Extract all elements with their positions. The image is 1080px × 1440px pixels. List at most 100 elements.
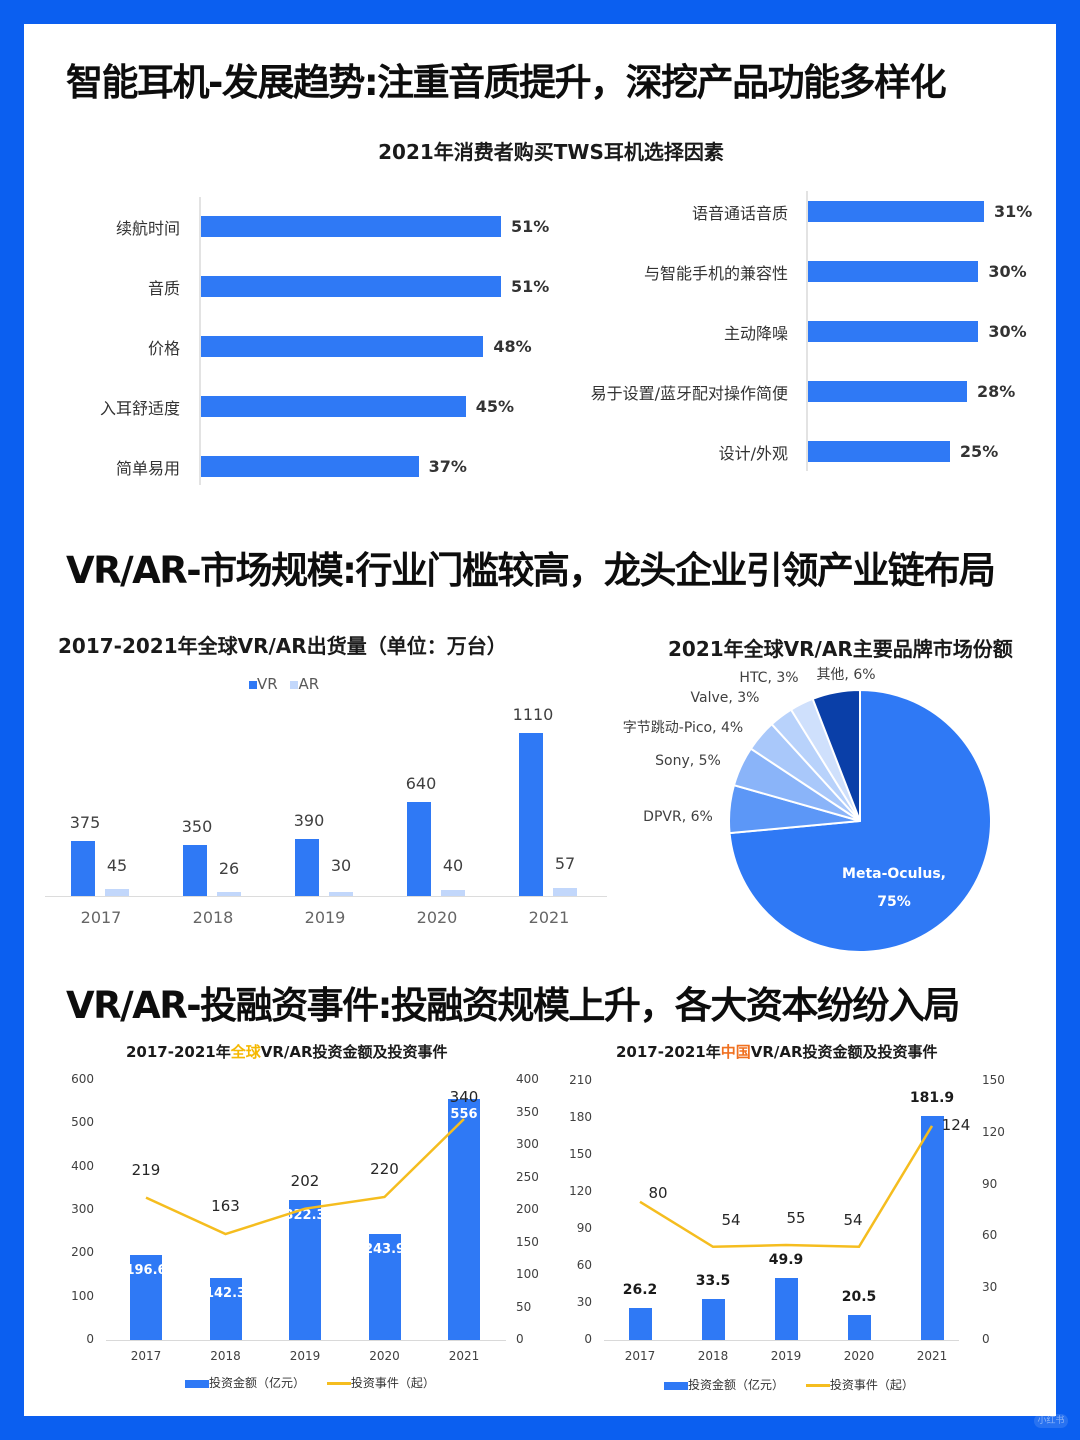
invest-event-label: 124	[941, 1115, 971, 1134]
ar-bar	[553, 887, 577, 896]
tws-bar	[201, 216, 501, 237]
year-label: 2017	[130, 1349, 162, 1363]
legend-line-label: 投资事件（起）	[350, 1376, 435, 1390]
year-label: 2021	[528, 908, 570, 927]
right-axis-tick: 90	[982, 1176, 998, 1191]
tws-left-axis	[199, 197, 201, 485]
invest-event-label: 220	[370, 1160, 399, 1178]
tws-value-label: 30%	[988, 262, 1027, 281]
pie-slice-label: Meta-Oculus, 75%	[842, 866, 946, 910]
vr-bar	[183, 844, 207, 896]
right-axis-tick: 200	[516, 1202, 539, 1216]
left-axis-tick: 0	[584, 1332, 592, 1346]
right-axis-tick: 300	[516, 1137, 539, 1151]
tws-bar	[201, 336, 484, 357]
vr-bar	[71, 840, 95, 896]
left-axis-tick: 200	[71, 1245, 94, 1260]
left-axis-tick: 150	[569, 1147, 592, 1161]
invest-amount-label: 556	[450, 1107, 478, 1123]
year-label: 2018	[210, 1349, 241, 1363]
pie-slice-label: Valve, 3%	[690, 690, 760, 706]
tws-value-label: 48%	[493, 337, 532, 356]
legend-bar-swatch	[185, 1379, 209, 1388]
tws-category-label: 入耳舒适度	[99, 399, 180, 418]
year-label: 2021	[916, 1349, 948, 1363]
invest-event-label: 202	[290, 1171, 320, 1190]
right-axis-tick: 50	[516, 1299, 532, 1314]
legend-line-label: 投资事件（起）	[829, 1378, 914, 1392]
tws-bar	[808, 321, 979, 342]
ar-bar	[329, 891, 353, 896]
right-axis-tick: 0	[516, 1332, 524, 1346]
invest-amount-bar	[130, 1254, 162, 1340]
right-axis-tick: 150	[516, 1234, 539, 1249]
tws-value-label: 51%	[511, 277, 550, 296]
left-axis-tick: 210	[569, 1073, 592, 1087]
invest-amount-bar	[368, 1234, 401, 1340]
shipments-chart-title: 2017-2021年全球VR/AR出货量（单位：万台）	[58, 634, 507, 658]
right-axis-tick: 350	[516, 1104, 539, 1119]
year-label: 2019	[304, 908, 346, 927]
tws-value-label: 31%	[994, 202, 1033, 221]
title-highlight: 全球	[230, 1043, 261, 1061]
tws-category-label: 简单易用	[115, 459, 180, 478]
vr-bar	[407, 802, 431, 896]
ar-bar	[217, 892, 241, 896]
invest-amount-label: 20.5	[841, 1288, 877, 1305]
left-axis-tick: 300	[71, 1202, 94, 1216]
left-axis-tick: 60	[576, 1258, 592, 1272]
year-label: 2019	[770, 1349, 802, 1363]
tws-value-label: 45%	[475, 397, 514, 416]
vr-bar	[295, 838, 319, 896]
year-label: 2020	[416, 908, 458, 927]
legend-line-swatch	[326, 1382, 351, 1385]
tws-value-label: 25%	[959, 442, 999, 461]
tws-category-label: 设计/外观	[718, 444, 788, 463]
tws-value-label: 51%	[511, 217, 550, 236]
right-axis-tick: 100	[516, 1267, 539, 1281]
global-invest-title: 2017-2021年全球VR/AR投资金额及投资事件	[126, 1041, 448, 1062]
global-invest-legend: 投资金额（亿元） 投资事件（起）	[185, 1374, 435, 1391]
invest-amount-label: 196.6	[125, 1262, 167, 1278]
tws-value-label: 37%	[428, 457, 467, 476]
ar-value-label: 30	[330, 856, 352, 875]
title-suffix: VR/AR投资金额及投资事件	[260, 1043, 448, 1061]
year-label: 2019	[289, 1349, 321, 1363]
right-axis-tick: 0	[982, 1332, 990, 1346]
ar-value-label: 45	[106, 856, 128, 875]
year-label: 2020	[843, 1349, 875, 1363]
tws-right-axis	[806, 191, 808, 471]
right-axis-tick: 30	[982, 1280, 998, 1295]
tws-category-label: 主动降噪	[723, 324, 788, 343]
china-invest-title: 2017-2021年中国VR/AR投资金额及投资事件	[616, 1041, 938, 1062]
invest-amount-bar	[847, 1314, 871, 1340]
invest-event-label: 55	[786, 1209, 806, 1228]
invest-amount-label: 181.9	[909, 1089, 955, 1106]
invest-amount-label: 49.9	[768, 1252, 804, 1269]
invest-amount-bar	[209, 1278, 242, 1340]
legend-vr-swatch	[249, 681, 257, 689]
tws-bar	[201, 396, 466, 417]
vr-value-label: 1110	[512, 705, 554, 724]
ar-bar	[105, 889, 129, 896]
shipments-x-axis	[45, 896, 607, 897]
section-title-vrar-investment: VR/AR-投融资事件:投融资规模上升，各大资本纷纷入局	[66, 984, 960, 1027]
right-axis-tick: 150	[982, 1073, 1005, 1087]
pie-slice-label: DPVR, 6%	[643, 809, 713, 825]
invest-amount-bar	[774, 1278, 798, 1340]
tws-category-label: 音质	[147, 279, 180, 298]
invest-amount-label: 33.5	[695, 1272, 731, 1289]
left-axis-tick: 0	[86, 1332, 94, 1346]
vr-bar	[519, 733, 543, 896]
vr-value-label: 640	[405, 774, 437, 794]
legend-ar-swatch	[290, 681, 299, 689]
invest-event-label: 163	[211, 1197, 240, 1216]
vr-value-label: 390	[293, 810, 325, 830]
invest-amount-bar	[448, 1099, 480, 1340]
tws-value-label: 28%	[976, 382, 1016, 401]
invest-event-label: 219	[131, 1160, 161, 1179]
tws-category-label: 与智能手机的兼容性	[643, 264, 788, 283]
left-axis-tick: 600	[71, 1072, 94, 1086]
